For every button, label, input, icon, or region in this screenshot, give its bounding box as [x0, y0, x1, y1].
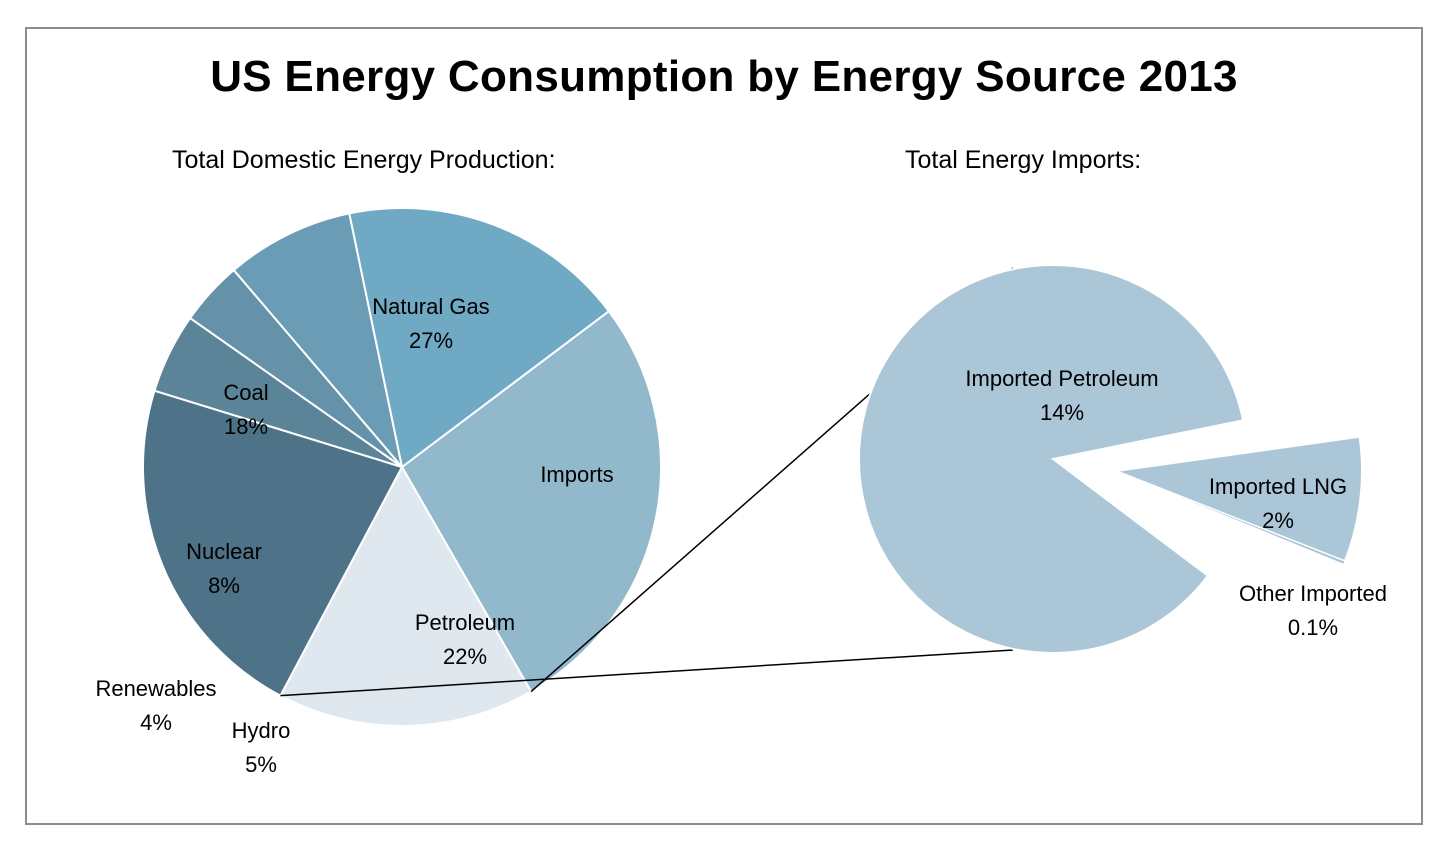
slice-coal	[348, 206, 611, 469]
label-petroleum: Petroleum 22%	[415, 610, 515, 669]
label-imported-petroleum: Imported Petroleum 14%	[965, 366, 1158, 425]
label-hydro: Hydro 5%	[232, 718, 291, 777]
imports-pie	[858, 263, 1363, 654]
slice-imported-petroleum	[858, 263, 1245, 654]
slice-imports	[279, 464, 533, 727]
slice-imported-lng	[1112, 435, 1363, 563]
label-renewables: Renewables 4%	[95, 676, 216, 735]
slice-petroleum	[142, 389, 404, 698]
label-coal: Coal 18%	[223, 380, 268, 439]
domestic-pie	[142, 206, 662, 727]
label-nuclear: Nuclear 8%	[186, 539, 262, 598]
connector-line-bottom	[280, 649, 1014, 697]
slice-nuclear	[232, 212, 403, 468]
chart-title: US Energy Consumption by Energy Source 2…	[210, 52, 1238, 101]
slice-natural-gas	[400, 309, 662, 693]
domestic-pie-subtitle: Total Domestic Energy Production:	[172, 146, 556, 174]
label-imports: Imports	[540, 462, 613, 487]
slice-other-imported	[1115, 470, 1346, 566]
label-natural-gas: Natural Gas 27%	[372, 294, 489, 353]
label-other-imported: Other Imported 0.1%	[1239, 581, 1387, 640]
label-imported-lng: Imported LNG 2%	[1209, 474, 1347, 533]
imports-pie-subtitle: Total Energy Imports:	[905, 146, 1142, 174]
